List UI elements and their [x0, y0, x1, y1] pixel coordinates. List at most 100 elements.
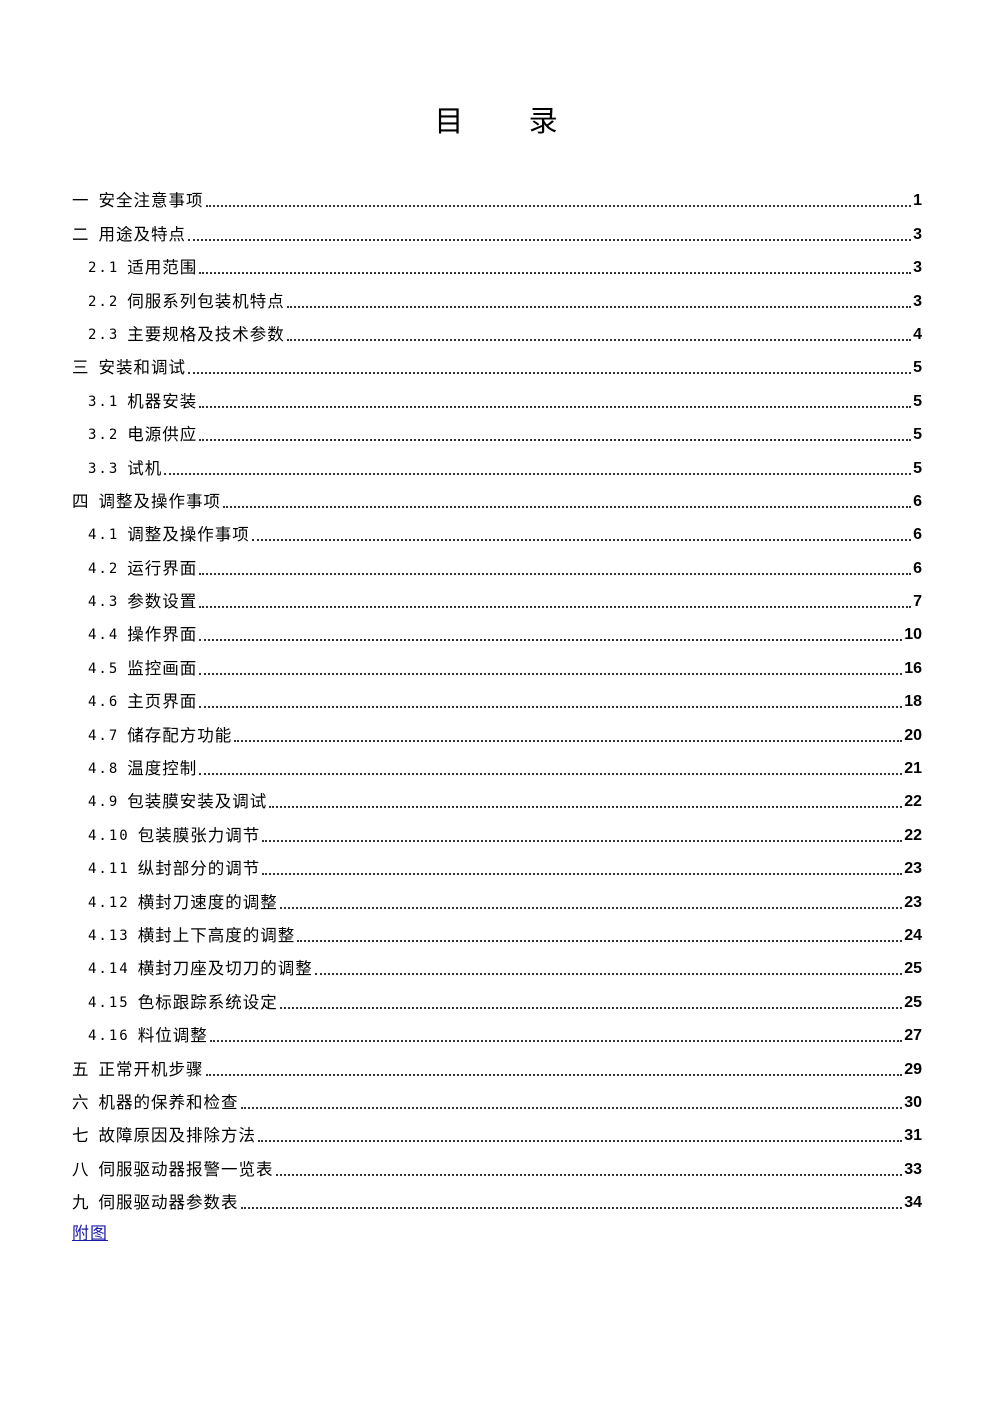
toc-entry-page: 21	[904, 760, 922, 778]
dot-leader	[251, 539, 912, 542]
toc-entry-page: 3	[913, 292, 922, 310]
dot-leader	[314, 973, 903, 976]
toc-entry-page: 6	[913, 559, 922, 577]
toc-entry[interactable]: 4.12 横封刀速度的调整 23	[72, 879, 922, 912]
toc-entry-number: 4.2	[88, 560, 120, 577]
dot-leader	[188, 372, 912, 375]
toc-entry[interactable]: 3.1 机器安装 5	[72, 378, 922, 411]
dot-leader	[262, 839, 903, 842]
toc-entry-page: 3	[913, 259, 922, 277]
toc-entry-number: 3.1	[88, 393, 120, 410]
toc-entry[interactable]: 一安全注意事项 1	[72, 178, 922, 211]
dot-leader	[188, 238, 912, 241]
toc-entry-page: 22	[904, 793, 922, 811]
toc-entry[interactable]: 七故障原因及排除方法 31	[72, 1113, 922, 1146]
toc-entry[interactable]: 2.1 适用范围 3	[72, 245, 922, 278]
toc-entry-page: 25	[904, 993, 922, 1011]
dot-leader	[209, 1040, 903, 1043]
toc-entry-label: 主要规格及技术参数	[127, 324, 285, 344]
page-title: 目 录	[434, 104, 586, 138]
toc-entry-label: 电源供应	[127, 425, 198, 445]
toc-entry-label: 运行界面	[127, 558, 198, 578]
table-of-contents: 一安全注意事项 1 二用途及特点 3 2.1 适用范围 3 2.2 伺服系列包装机特点 3 2.3 主…	[72, 178, 922, 1244]
dot-leader	[199, 706, 903, 709]
toc-entry-number: 2.3	[88, 326, 120, 343]
toc-entry[interactable]: 3.2 电源供应 5	[72, 412, 922, 445]
toc-entry-number: 4.6	[88, 694, 120, 711]
toc-entry-number: 4.9	[88, 794, 120, 811]
toc-entry[interactable]: 4.1 调整及操作事项 6	[72, 512, 922, 545]
toc-entry-label: 参数设置	[127, 592, 198, 612]
toc-entry-page: 22	[904, 826, 922, 844]
dot-leader	[199, 439, 912, 442]
toc-entry[interactable]: 三安装和调试 5	[72, 345, 922, 378]
toc-entry[interactable]: 2.2 伺服系列包装机特点 3	[72, 278, 922, 311]
toc-entry-label: 调整及操作事项	[98, 491, 221, 511]
dot-leader	[240, 1207, 903, 1210]
toc-entry-page: 30	[904, 1093, 922, 1111]
toc-entry-page: 3	[913, 225, 922, 243]
toc-entry[interactable]: 八伺服驱动器报警一览表 33	[72, 1146, 922, 1179]
dot-leader	[199, 773, 903, 776]
toc-entry-page: 31	[904, 1127, 922, 1145]
toc-entry-number: 三	[72, 358, 89, 378]
dot-leader	[297, 939, 903, 942]
toc-entry-label: 储存配方功能	[127, 725, 233, 745]
toc-entry[interactable]: 2.3 主要规格及技术参数 4	[72, 312, 922, 345]
toc-entry-number: 4.8	[88, 761, 120, 778]
toc-entry[interactable]: 4.5 监控画面 16	[72, 645, 922, 678]
toc-entry[interactable]: 4.9 包装膜安装及调试 22	[72, 779, 922, 812]
toc-entry-page: 27	[904, 1027, 922, 1045]
toc-entry-label: 纵封部分的调节	[137, 859, 261, 879]
toc-entry-number: 2.2	[88, 293, 120, 310]
toc-entry[interactable]: 五正常开机步骤 29	[72, 1046, 922, 1079]
toc-entry-label: 故障原因及排除方法	[98, 1126, 256, 1146]
toc-entry-number: 4.5	[88, 660, 120, 677]
toc-entry[interactable]: 4.2 运行界面 6	[72, 545, 922, 578]
appendix-link[interactable]: 附图	[72, 1224, 108, 1245]
toc-entry[interactable]: 4.16 料位调整 27	[72, 1013, 922, 1046]
toc-entry-page: 16	[904, 659, 922, 677]
toc-entry-page: 29	[904, 1060, 922, 1078]
toc-entry-label: 伺服驱动器报警一览表	[98, 1159, 274, 1179]
toc-entry-label: 温度控制	[127, 759, 198, 779]
toc-entry[interactable]: 4.10 包装膜张力调节 22	[72, 812, 922, 845]
toc-entry[interactable]: 4.15 色标跟踪系统设定 25	[72, 979, 922, 1012]
toc-entry[interactable]: 4.7 储存配方功能 20	[72, 712, 922, 745]
toc-entry[interactable]: 二用途及特点 3	[72, 211, 922, 244]
toc-entry-page: 18	[904, 693, 922, 711]
toc-entry-label: 机器安装	[127, 391, 198, 411]
toc-entry-number: 4.14	[88, 961, 130, 978]
dot-leader	[286, 338, 912, 341]
toc-entry[interactable]: 九伺服驱动器参数表 34	[72, 1180, 922, 1213]
dot-leader	[199, 606, 912, 609]
toc-entry-page: 34	[904, 1194, 922, 1212]
toc-entry-page: 7	[913, 593, 922, 611]
toc-entry-page: 5	[913, 459, 922, 477]
toc-entry-number: 五	[72, 1059, 89, 1079]
toc-entry-number: 一	[72, 191, 89, 211]
toc-entry-number: 4.10	[88, 827, 130, 844]
toc-entry[interactable]: 4.3 参数设置 7	[72, 579, 922, 612]
toc-entry[interactable]: 3.3 试机 5	[72, 445, 922, 478]
dot-leader	[199, 672, 903, 675]
toc-entry[interactable]: 4.11 纵封部分的调节 23	[72, 846, 922, 879]
toc-entry[interactable]: 4.4 操作界面 10	[72, 612, 922, 645]
toc-entry-number: 4.16	[88, 1028, 130, 1045]
toc-entry[interactable]: 六机器的保养和检查 30	[72, 1080, 922, 1113]
toc-entry-number: 4.4	[88, 627, 120, 644]
dot-leader	[275, 1173, 903, 1176]
toc-entry[interactable]: 4.6 主页界面 18	[72, 679, 922, 712]
toc-entry[interactable]: 四调整及操作事项 6	[72, 479, 922, 512]
toc-entry-number: 四	[72, 491, 89, 511]
toc-entry-label: 安全注意事项	[98, 191, 204, 211]
toc-entry[interactable]: 4.14 横封刀座及切刀的调整 25	[72, 946, 922, 979]
dot-leader	[262, 873, 903, 876]
toc-entry-number: 3.3	[88, 460, 120, 477]
toc-entry-label: 横封刀速度的调整	[137, 892, 278, 912]
toc-entry-page: 33	[904, 1160, 922, 1178]
dot-leader	[269, 806, 903, 809]
toc-entry[interactable]: 4.8 温度控制 21	[72, 746, 922, 779]
toc-entry-number: 4.13	[88, 927, 130, 944]
toc-entry[interactable]: 4.13 横封上下高度的调整 24	[72, 913, 922, 946]
